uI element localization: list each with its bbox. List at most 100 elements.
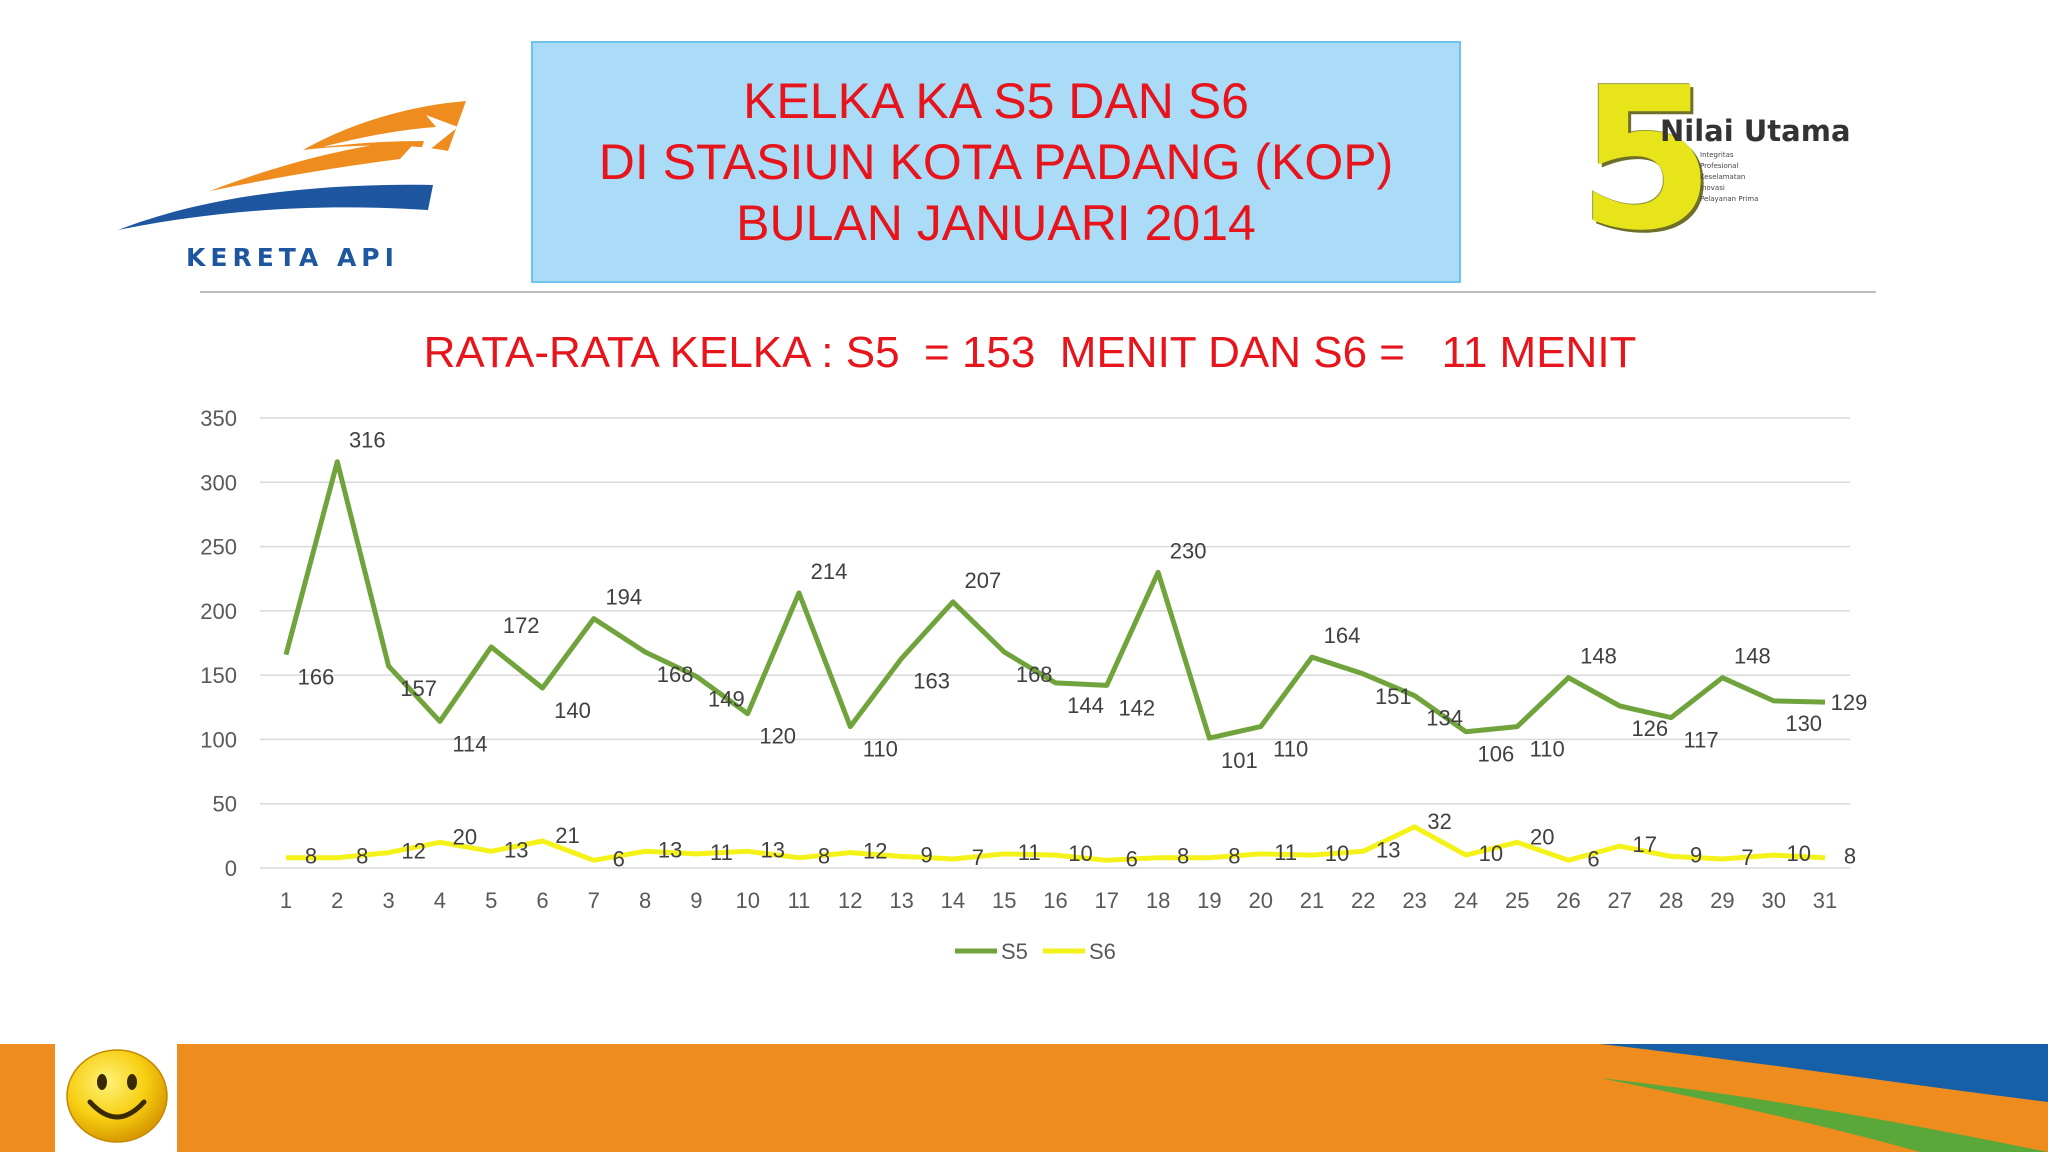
legend-label: S5 [1001,939,1028,964]
x-tick-label: 11 [788,888,811,913]
x-tick-label: 30 [1761,888,1785,913]
x-tick-label: 21 [1300,888,1324,913]
x-tick-label: 16 [1043,888,1067,913]
data-label: 168 [657,662,694,687]
data-label: 166 [298,665,335,690]
data-label: 8 [1177,844,1189,869]
y-tick-label: 300 [200,470,237,495]
data-label: 6 [613,846,625,871]
title-line-2: DI STASIUN KOTA PADANG (KOP) [598,133,1394,190]
nilai-utama-values: Integritas Profesional Keselamatan Inova… [1700,150,1758,205]
data-label: 10 [1479,841,1503,866]
data-label: 142 [1118,695,1155,720]
y-tick-label: 150 [200,663,237,688]
series-line-s5 [283,459,1826,741]
data-label: 32 [1427,809,1451,834]
data-label: 7 [1741,845,1753,870]
x-tick-label: 23 [1402,888,1426,913]
nilai-utama-value: Profesional [1700,162,1739,170]
data-label: 9 [920,842,932,867]
data-label: 214 [811,559,848,584]
x-tick-label: 25 [1505,888,1529,913]
x-tick-label: 22 [1351,888,1375,913]
x-tick-label: 3 [382,888,394,913]
x-tick-label: 26 [1556,888,1580,913]
y-tick-label: 350 [200,406,237,431]
header-divider [200,291,1876,293]
legend-label: S6 [1089,939,1116,964]
data-label: 8 [356,844,368,869]
nilai-utama-logo-icon: 5 Nilai Utama Integritas Profesional Kes… [1578,60,1878,260]
x-tick-label: 18 [1146,888,1170,913]
data-label: 316 [349,428,386,453]
x-tick-label: 7 [588,888,600,913]
data-label: 10 [1786,841,1810,866]
data-label: 8 [305,844,317,869]
data-label: 140 [554,698,591,723]
data-label: 157 [400,676,437,701]
kereta-api-logo-text: KERETA API [186,243,399,272]
x-tick-label: 29 [1710,888,1734,913]
x-tick-label: 6 [536,888,548,913]
y-tick-label: 0 [225,856,237,881]
x-tick-label: 5 [485,888,497,913]
smiley-icon [66,1049,168,1143]
data-label: 151 [1375,684,1412,709]
data-label: 230 [1170,538,1207,563]
data-label: 117 [1684,728,1719,753]
y-tick-label: 200 [200,599,237,624]
data-label: 11 [1018,840,1041,865]
chart-subtitle: RATA-RATA KELKA : S5 = 153 MENIT DAN S6 … [423,328,1637,377]
data-label: 12 [863,839,887,864]
title-line-3: BULAN JANUARI 2014 [736,194,1256,251]
data-label: 8 [1844,844,1856,869]
data-label: 110 [863,737,898,762]
data-label: 6 [1126,846,1138,871]
x-tick-label: 15 [992,888,1016,913]
data-label: 106 [1478,742,1515,767]
data-label: 20 [453,824,477,849]
x-tick-label: 9 [690,888,702,913]
data-label: 126 [1631,716,1668,741]
data-label: 144 [1067,693,1104,718]
kereta-api-logo: KERETA API [118,95,478,275]
x-tick-label: 8 [639,888,651,913]
data-label: 207 [965,568,1002,593]
data-label: 164 [1324,623,1361,648]
data-label: 8 [818,844,830,869]
y-tick-label: 50 [213,792,237,817]
data-label: 21 [555,823,579,848]
data-label: 110 [1530,737,1565,762]
x-tick-label: 20 [1248,888,1272,913]
x-tick-label: 1 [280,888,292,913]
nilai-utama-title: Nilai Utama [1660,114,1851,148]
data-label: 13 [658,837,682,862]
y-tick-label: 100 [200,727,237,752]
x-tick-label: 13 [889,888,913,913]
data-label: 101 [1221,748,1258,773]
data-label: 10 [1325,841,1349,866]
nilai-utama-numeral: 5 [1578,46,1715,274]
title-box: KELKA KA S5 DAN S6 DI STASIUN KOTA PADAN… [531,41,1461,283]
data-label: 11 [1274,840,1297,865]
x-tick-label: 2 [331,888,343,913]
data-label: 168 [1016,662,1053,687]
data-label: 172 [503,613,540,638]
data-label: 13 [1376,837,1400,862]
data-label: 8 [1228,844,1240,869]
data-label: 130 [1785,711,1822,736]
data-label: 148 [1580,644,1617,669]
data-label: 20 [1530,824,1554,849]
x-tick-label: 31 [1813,888,1837,913]
data-label: 13 [504,837,528,862]
x-tick-label: 12 [838,888,862,913]
series-line-s6 [286,824,1826,863]
x-tick-label: 27 [1608,888,1632,913]
data-label: 17 [1633,832,1657,857]
x-tick-label: 4 [434,888,446,913]
data-label: 7 [972,845,984,870]
data-label: 194 [605,585,642,610]
data-label: 13 [760,837,784,862]
data-label: 11 [710,840,733,865]
